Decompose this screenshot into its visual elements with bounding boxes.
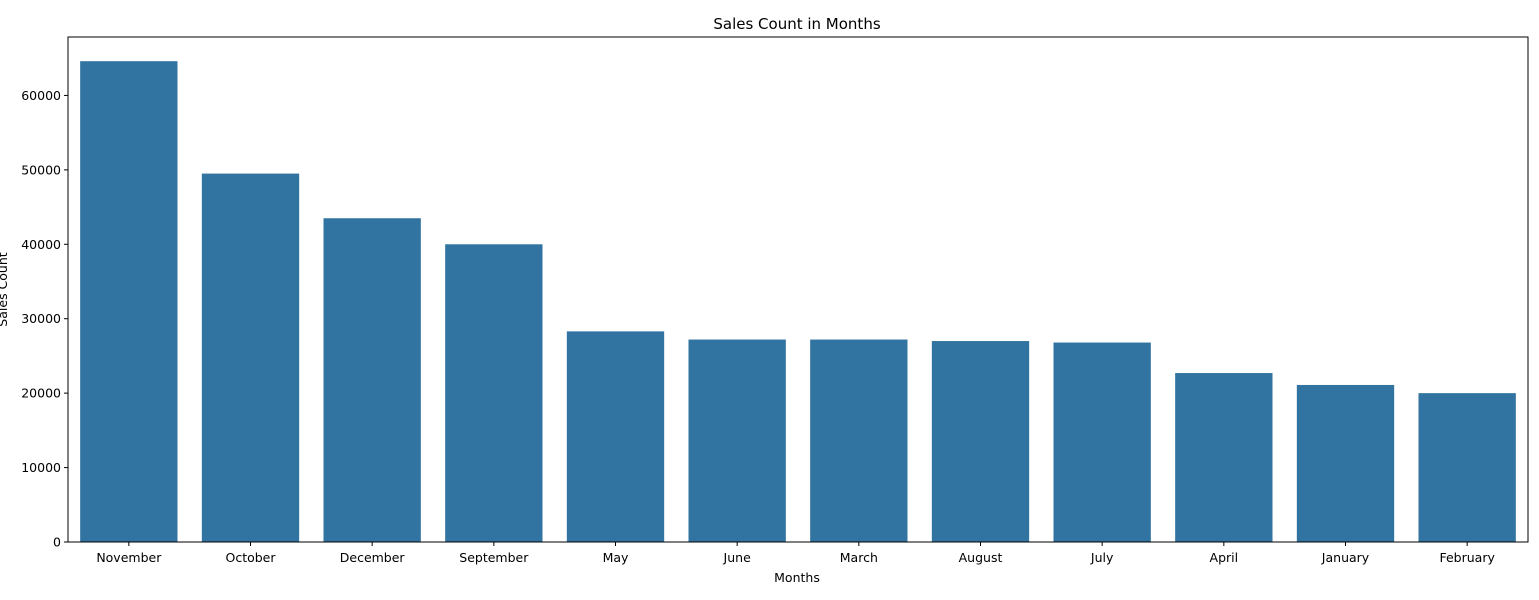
bar-august: [931, 341, 1030, 542]
y-tick-label: 20000: [21, 386, 61, 401]
x-tick-label: February: [1439, 550, 1495, 565]
y-tick-label: 40000: [21, 237, 61, 252]
x-tick-label: December: [340, 550, 406, 565]
x-tick-label: January: [1321, 550, 1370, 565]
x-tick-label: August: [959, 550, 1003, 565]
plot-frame: [67, 36, 1529, 543]
bar-may: [566, 331, 665, 542]
x-axis-label: Months: [774, 570, 820, 585]
bar-december: [323, 218, 421, 542]
x-tick-label: November: [96, 550, 162, 565]
bar-june: [688, 339, 786, 542]
x-axis-ticks: November October December September May June M…: [96, 542, 1495, 565]
y-tick-label: 10000: [21, 460, 61, 475]
x-tick-label: October: [225, 550, 276, 565]
y-tick-label: 50000: [21, 162, 61, 177]
x-tick-label: June: [723, 550, 752, 565]
x-tick-label: March: [840, 550, 878, 565]
x-tick-label: September: [459, 550, 529, 565]
x-tick-label: May: [603, 550, 629, 565]
y-tick-label: 0: [53, 535, 61, 550]
bar-november: [80, 61, 178, 542]
bar-october: [201, 173, 300, 542]
bar-july: [1053, 342, 1151, 542]
x-tick-label: July: [1090, 550, 1114, 565]
bar-april: [1175, 373, 1273, 542]
y-tick-label: 30000: [21, 311, 61, 326]
y-axis-label: Sales Count: [0, 252, 10, 326]
y-tick-label: 60000: [21, 88, 61, 103]
bar-february: [1418, 393, 1516, 542]
bars-group: [80, 61, 1516, 542]
chart-title: Sales Count in Months: [713, 15, 880, 33]
bar-march: [810, 339, 908, 542]
bar-september: [445, 244, 543, 542]
bar-january: [1296, 384, 1395, 542]
y-axis-ticks: 0 10000 20000 30000 40000 50000 60000: [21, 88, 68, 550]
x-tick-label: April: [1210, 550, 1239, 565]
